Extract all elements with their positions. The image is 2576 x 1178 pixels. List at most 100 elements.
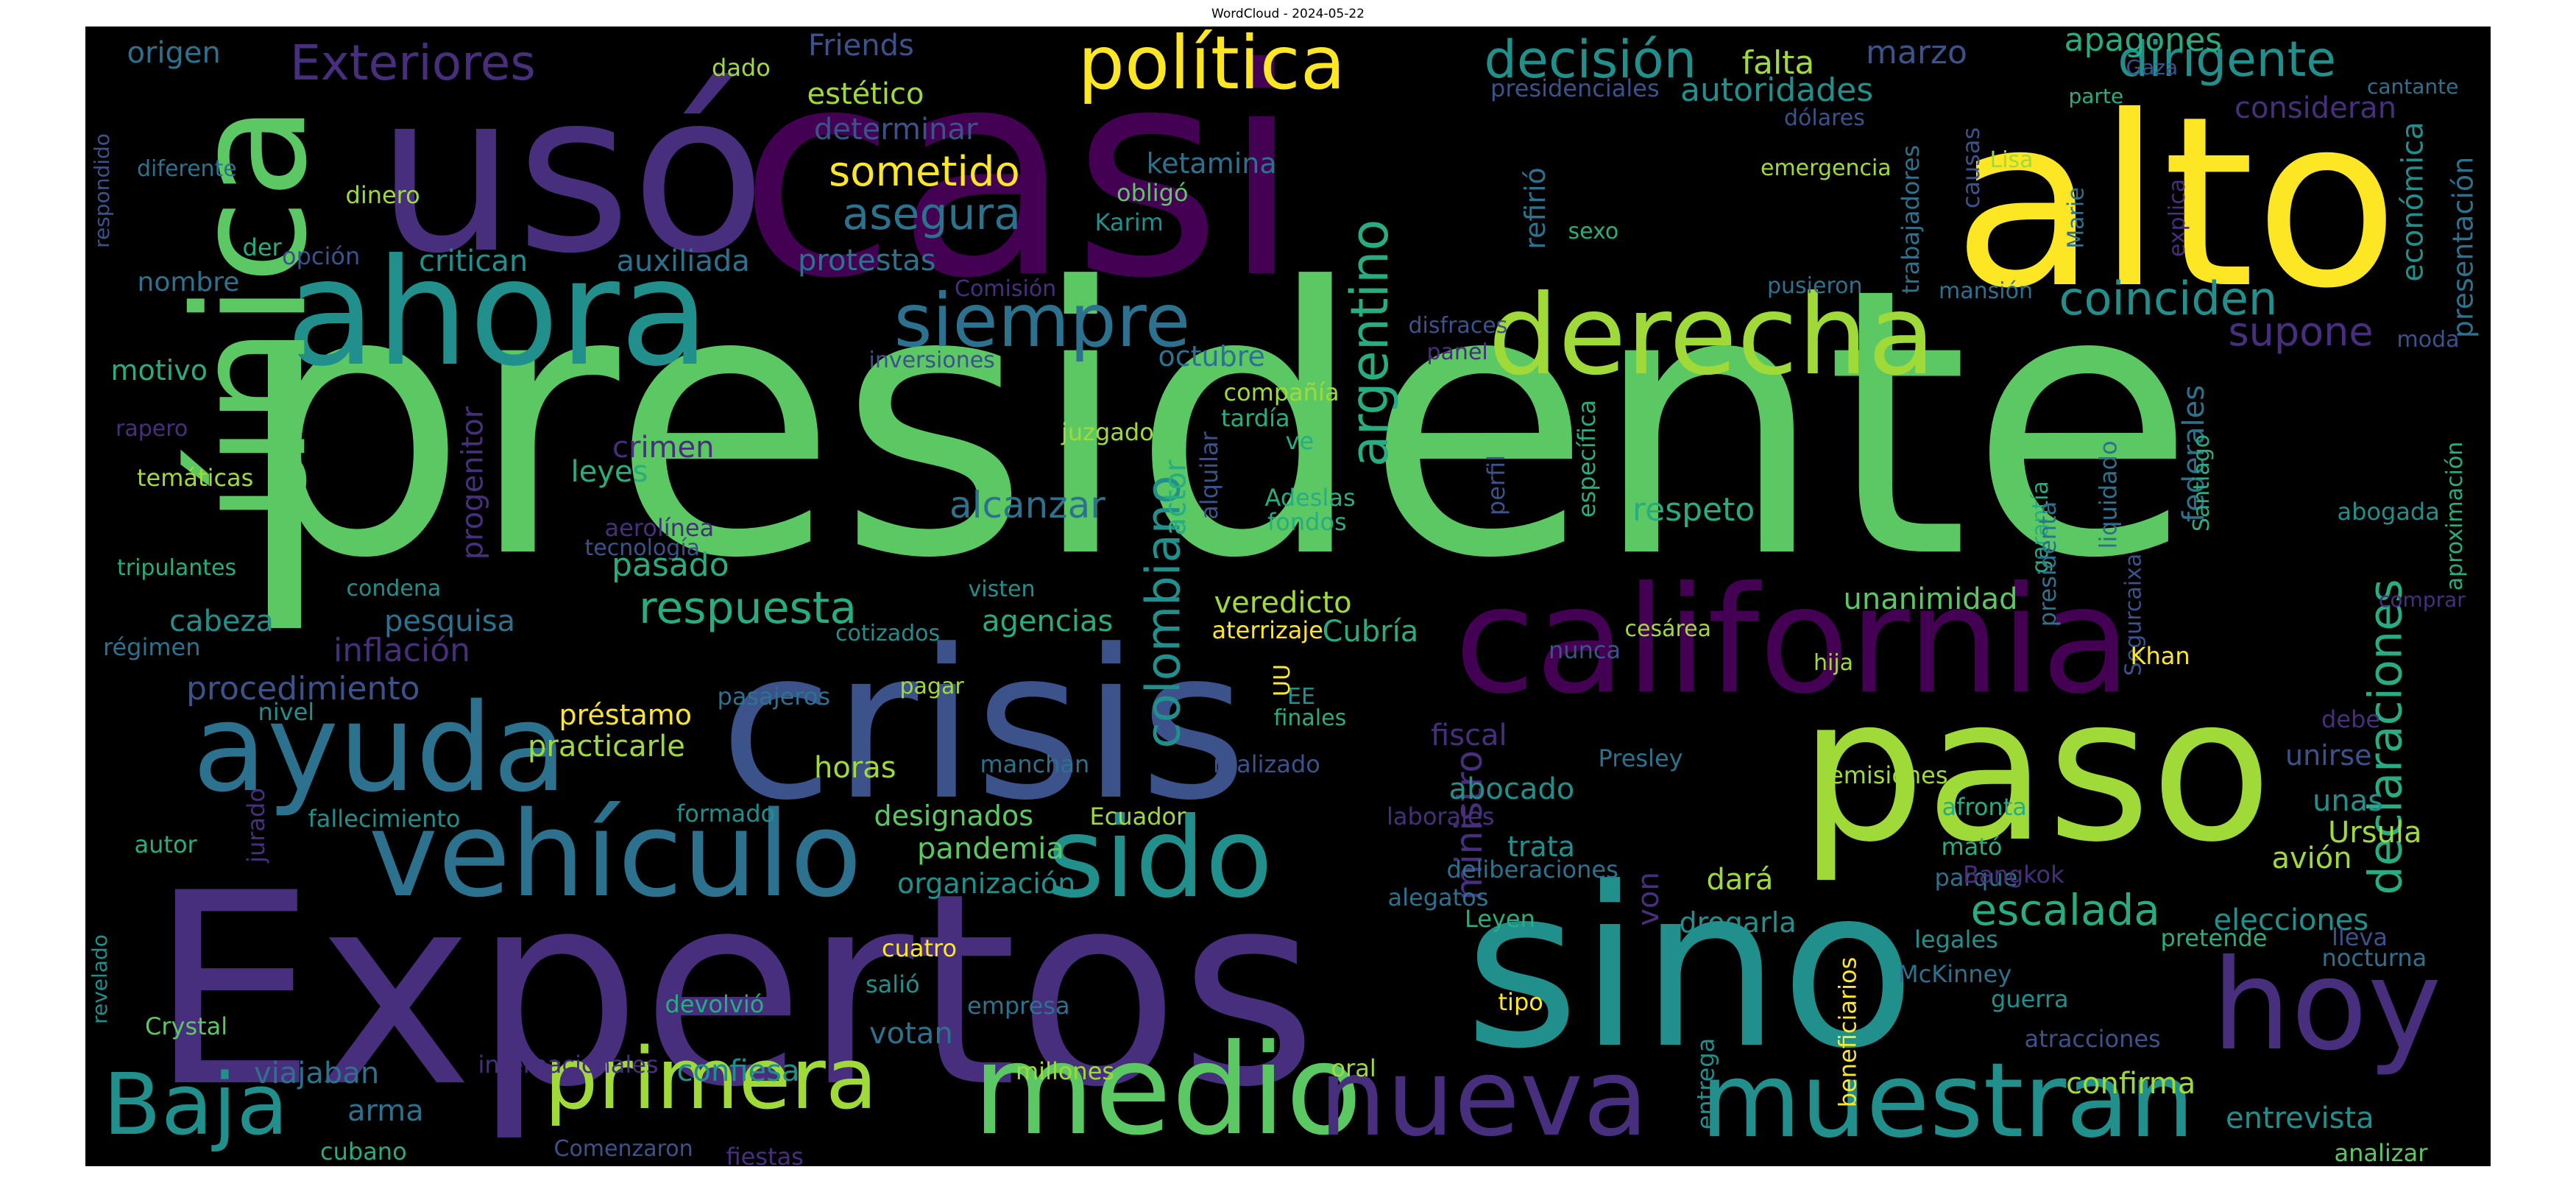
word-paso: paso <box>1799 654 2273 886</box>
word-abocado: abocado <box>1448 772 1575 806</box>
word-fiscal: fiscal <box>1431 719 1507 752</box>
word-sino: sino <box>1464 840 1916 1097</box>
word-aproximacion: aproximación <box>2442 441 2469 591</box>
word-octubre: octubre <box>1158 340 1265 373</box>
word-primera: primera <box>544 1029 878 1129</box>
word-elecciones: elecciones <box>2213 903 2369 937</box>
word-avion: avión <box>2271 842 2352 875</box>
word-respondido: respondido <box>89 133 114 248</box>
word-dado: dado <box>712 54 771 82</box>
word-emergencia: emergencia <box>1761 155 1892 181</box>
word-manchan: manchan <box>980 750 1090 778</box>
word-nocturna: nocturna <box>2321 944 2427 972</box>
word-prestamo: préstamo <box>559 699 693 731</box>
word-siempre: siempre <box>894 278 1191 364</box>
word-votan: votan <box>869 1017 953 1051</box>
word-aterrizaje: aterrizaje <box>1211 616 1323 644</box>
word-deliberaciones: deliberaciones <box>1446 856 1618 884</box>
word-formado: formado <box>676 800 776 828</box>
word-politica: política <box>1078 27 1345 106</box>
word-entrega: entrega <box>1691 1037 1719 1130</box>
word-especifica: específica <box>1573 399 1602 518</box>
word-inflacion: inflación <box>333 632 471 669</box>
word-asegura: asegura <box>842 188 1022 240</box>
word-unas: unas <box>2313 784 2384 818</box>
word-drogarla: drogarla <box>1679 906 1797 939</box>
word-apagones: apagones <box>2064 27 2223 59</box>
word-comenzaron: Comenzaron <box>553 1136 693 1162</box>
word-mato: mató <box>1941 833 2003 861</box>
word-explica: explica <box>2165 178 2191 258</box>
word-millones: millones <box>1016 1057 1115 1085</box>
word-salio: salió <box>866 970 920 998</box>
word-viajaban: viajaban <box>254 1057 380 1090</box>
word-rapero: rapero <box>116 416 188 442</box>
word-inversiones: inversiones <box>868 348 995 373</box>
word-legales: legales <box>1914 925 1998 953</box>
word-gaza: Gaza <box>2126 55 2179 80</box>
word-tecnologia: tecnología <box>584 535 701 561</box>
word-oral: oral <box>1331 1054 1376 1082</box>
word-cloud-panel: presidente casi alto usó Expertos sino crisis p… <box>85 27 2491 1166</box>
word-origen: origen <box>127 36 221 70</box>
word-determinar: determinar <box>814 113 978 147</box>
word-juzgado: juzgado <box>1061 418 1154 446</box>
word-alquilar: alquilar <box>1195 431 1223 520</box>
word-entrevista: entrevista <box>2226 1101 2374 1135</box>
word-confiesa: confiesa <box>676 1054 800 1088</box>
word-consideran: consideran <box>2234 91 2397 125</box>
word-cantante: cantante <box>2367 74 2459 99</box>
word-autor: autor <box>134 830 197 858</box>
word-progenitor: progenitor <box>455 406 489 560</box>
word-vehiculo: vehículo <box>368 786 863 923</box>
word-dolares: dólares <box>1784 105 1865 131</box>
word-critican: critican <box>419 244 528 278</box>
word-pandemia: pandemia <box>917 832 1064 866</box>
word-protestas: protestas <box>798 244 936 278</box>
word-pesquisa: pesquisa <box>384 604 516 638</box>
word-marie: Marie <box>2063 187 2090 249</box>
word-adeslas: Adeslas <box>1264 484 1356 512</box>
word-auxiliada: auxiliada <box>616 244 750 278</box>
word-realizado: realizado <box>1213 750 1320 778</box>
word-abogada: abogada <box>2337 498 2440 526</box>
word-aerolinea: aerolínea <box>604 514 715 542</box>
word-refirio: refirió <box>1518 167 1551 250</box>
word-estetico: estético <box>807 77 924 111</box>
word-perfil: perfil <box>1482 454 1511 516</box>
word-internacionales: internacionales <box>478 1051 659 1079</box>
word-friends: Friends <box>808 29 914 63</box>
word-atracciones: atracciones <box>2024 1025 2161 1053</box>
word-designados: designados <box>874 800 1034 832</box>
word-cabeza: cabeza <box>169 604 275 638</box>
word-condena: condena <box>346 576 442 602</box>
word-pagar: pagar <box>899 674 964 699</box>
word-devolvio: devolvió <box>665 990 765 1018</box>
word-parte: parte <box>2068 84 2124 108</box>
word-nombre: nombre <box>137 267 240 297</box>
word-respuesta: respuesta <box>639 582 857 634</box>
word-karim: Karim <box>1094 208 1164 236</box>
word-california: california <box>1454 555 2132 727</box>
word-regimen: régimen <box>103 633 201 661</box>
word-presentacion: presentación <box>2446 156 2479 339</box>
word-alegatos: alegatos <box>1387 884 1489 911</box>
word-derecha: derecha <box>1488 272 1936 400</box>
word-cotizados: cotizados <box>835 621 941 646</box>
word-confirma: confirma <box>2066 1067 2196 1101</box>
word-ayuda: ayuda <box>192 677 567 819</box>
word-uu: UU <box>1269 664 1295 696</box>
word-expertos: Expertos <box>149 836 1317 1145</box>
word-fiestas: fiestas <box>726 1143 804 1166</box>
word-tripulantes: tripulantes <box>117 555 237 581</box>
figure-title: WordCloud - 2024-05-22 <box>1211 7 1365 21</box>
word-khan: Khan <box>2130 642 2190 670</box>
word-beneficiarios: beneficiarios <box>1833 956 1861 1108</box>
word-arma: arma <box>347 1094 424 1128</box>
word-coinciden: coinciden <box>2059 272 2278 325</box>
word-disfraces: disfraces <box>1408 313 1508 339</box>
word-tipo: tipo <box>1498 988 1543 1016</box>
word-decision: decisión <box>1484 29 1697 90</box>
word-cubano: cubano <box>320 1138 407 1165</box>
word-fondos: fondos <box>1267 508 1347 536</box>
